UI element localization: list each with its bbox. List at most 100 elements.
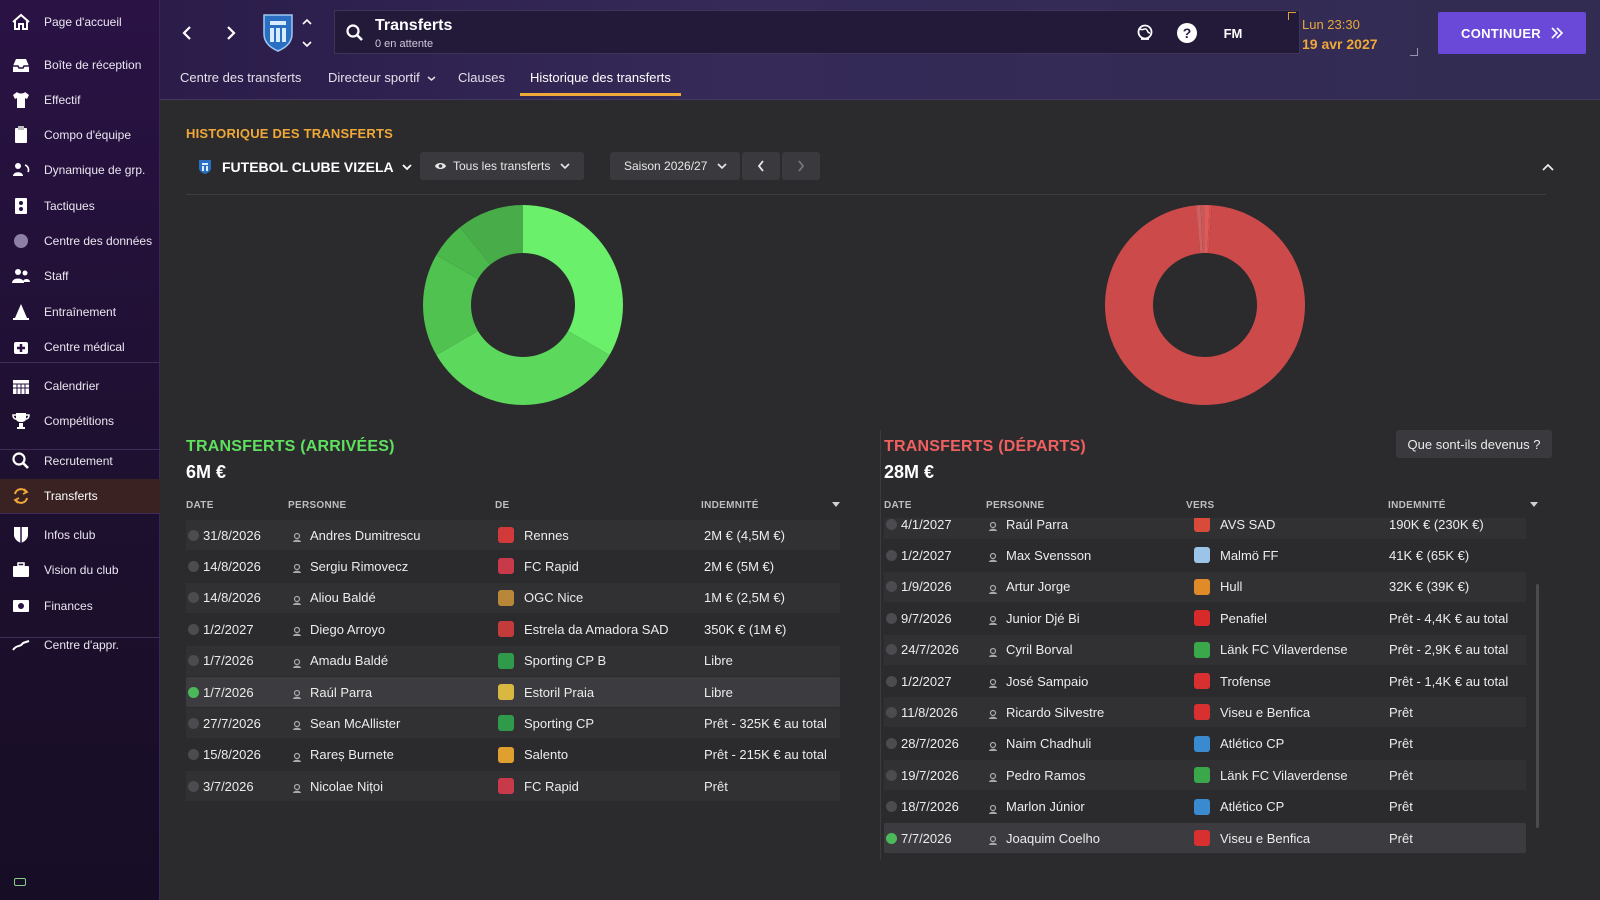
person-cell[interactable]: Artur Jorge — [988, 572, 1070, 602]
table-row[interactable]: 11/8/2026 Ricardo Silvestre Viseu e Benfic… — [884, 697, 1526, 728]
person-name[interactable]: Rareș Burnete — [310, 747, 394, 763]
what-became-of-them-button[interactable]: Que sont-ils devenus ? — [1396, 430, 1552, 458]
table-row[interactable]: 1/2/2027 Diego Arroyo Estrela da Amadora S… — [186, 614, 840, 645]
person-cell[interactable]: Andres Dumitrescu — [292, 520, 421, 550]
person-cell[interactable]: Pedro Ramos — [988, 760, 1085, 790]
club-name[interactable]: Länk FC Vilaverdense — [1220, 642, 1348, 658]
person-name[interactable]: Ricardo Silvestre — [1006, 704, 1105, 720]
person-cell[interactable]: Ricardo Silvestre — [988, 697, 1104, 727]
transfer-filter-dropdown[interactable]: Tous les transferts — [420, 152, 584, 180]
person-cell[interactable]: Sean McAllister — [292, 708, 400, 738]
club-name[interactable]: FC Rapid — [524, 558, 579, 574]
column-header-fee[interactable]: INDEMNITÉ — [1388, 500, 1446, 511]
person-cell[interactable]: Cyril Borval — [988, 635, 1072, 665]
sidebar-item-recrutement[interactable]: Recrutement — [0, 444, 160, 478]
person-cell[interactable]: Rareș Burnete — [292, 740, 394, 770]
table-row[interactable]: 1/7/2026 Raúl Parra Estoril Praia Libre — [186, 677, 840, 707]
club-cell[interactable]: FC Rapid — [498, 771, 579, 801]
previous-season-button[interactable] — [742, 152, 780, 180]
club-name[interactable]: AVS SAD — [1220, 516, 1276, 532]
club-cell[interactable]: Länk FC Vilaverdense — [1194, 635, 1348, 665]
arrivals-slice[interactable] — [436, 227, 491, 279]
departures-slice[interactable] — [1105, 205, 1305, 405]
date-box[interactable]: Lun 23:30 19 avr 2027 — [1288, 12, 1418, 56]
sidebar-item-page-d-accueil[interactable]: Page d'accueil — [0, 5, 160, 39]
person-name[interactable]: Nicolae Nițoi — [310, 778, 383, 794]
sidebar-item-transferts[interactable]: Transferts — [0, 479, 160, 513]
sidebar-item-dynamique-de-grp[interactable]: Dynamique de grp. — [0, 153, 160, 187]
fm-button[interactable]: FM — [1218, 20, 1248, 46]
table-row[interactable]: 14/8/2026 Sergiu Rimovecz FC Rapid 2M € (5M… — [186, 551, 840, 582]
person-cell[interactable]: Raúl Parra — [292, 677, 372, 707]
back-button[interactable] — [174, 20, 200, 46]
club-name[interactable]: Atlético CP — [1220, 736, 1285, 752]
column-header-person[interactable]: PERSONNE — [986, 500, 1045, 511]
person-name[interactable]: Amadu Baldé — [310, 653, 389, 669]
person-name[interactable]: Raúl Parra — [1006, 516, 1069, 532]
table-row[interactable]: 1/9/2026 Artur Jorge Hull 32K € (39K €) — [884, 571, 1526, 602]
person-cell[interactable]: Junior Djé Bi — [988, 603, 1080, 633]
person-cell[interactable]: Sergiu Rimovecz — [292, 551, 408, 581]
sidebar-item-compo-d-équipe[interactable]: Compo d'équipe — [0, 118, 160, 152]
club-cell[interactable]: Länk FC Vilaverdense — [1194, 760, 1348, 790]
table-row[interactable]: 4/1/2027 Raúl Parra AVS SAD 190K € (230K €) — [884, 516, 1526, 539]
sidebar-item-effectif[interactable]: Effectif — [0, 83, 160, 117]
sidebar-item-boîte-de-réception[interactable]: Boîte de réception — [0, 48, 160, 82]
person-cell[interactable]: Raúl Parra — [988, 516, 1069, 539]
person-name[interactable]: Andres Dumitrescu — [310, 527, 421, 543]
person-name[interactable]: Pedro Ramos — [1006, 767, 1086, 783]
club-cell[interactable]: Sporting CP B — [498, 646, 606, 676]
club-cell[interactable]: Hull — [1194, 572, 1242, 602]
person-name[interactable]: José Sampaio — [1006, 673, 1089, 689]
club-cell[interactable]: Rennes — [498, 520, 569, 550]
departures-slice[interactable] — [1205, 205, 1210, 254]
person-name[interactable]: Sean McAllister — [310, 715, 401, 731]
club-switcher[interactable] — [300, 18, 314, 48]
person-cell[interactable]: Aliou Baldé — [292, 583, 376, 613]
club-name[interactable]: Estoril Praia — [524, 684, 595, 700]
club-name[interactable]: Estrela da Amadora SAD — [524, 621, 669, 637]
person-cell[interactable]: Max Svensson — [988, 540, 1091, 570]
person-name[interactable]: Raúl Parra — [310, 684, 373, 700]
arrivals-slice[interactable] — [460, 205, 523, 265]
club-name[interactable]: Trofense — [1220, 673, 1271, 689]
arrivals-donut-chart[interactable] — [418, 200, 628, 410]
departures-slice[interactable] — [1207, 205, 1212, 254]
club-name[interactable]: Länk FC Vilaverdense — [1220, 767, 1348, 783]
tab-director[interactable]: Directeur sportif — [328, 70, 436, 96]
table-row[interactable]: 28/7/2026 Naim Chadhuli Atlético CP Prêt — [884, 728, 1526, 759]
column-header-date[interactable]: DATE — [186, 500, 214, 511]
season-dropdown[interactable]: Saison 2026/27 — [610, 152, 740, 180]
status-indicator-icon[interactable] — [14, 878, 26, 886]
person-name[interactable]: Artur Jorge — [1006, 579, 1071, 595]
club-cell[interactable]: Sporting CP — [498, 708, 594, 738]
club-name[interactable]: Viseu e Benfica — [1220, 830, 1311, 846]
club-cell[interactable]: Atlético CP — [1194, 792, 1284, 822]
table-row[interactable]: 27/7/2026 Sean McAllister Sporting CP Prêt … — [186, 708, 840, 739]
club-name[interactable]: Viseu e Benfica — [1220, 704, 1311, 720]
sidebar-item-entraînement[interactable]: Entraînement — [0, 295, 160, 329]
departures-slice[interactable] — [1196, 205, 1203, 254]
club-cell[interactable]: Salento — [498, 740, 568, 770]
person-cell[interactable]: Marlon Júnior — [988, 792, 1085, 822]
club-name[interactable]: FC Rapid — [524, 778, 579, 794]
person-name[interactable]: Naim Chadhuli — [1006, 736, 1092, 752]
forward-button[interactable] — [218, 20, 244, 46]
club-name[interactable]: Hull — [1220, 579, 1243, 595]
club-cell[interactable]: Viseu e Benfica — [1194, 823, 1310, 853]
club-cell[interactable]: Malmö FF — [1194, 540, 1279, 570]
club-cell[interactable]: AVS SAD — [1194, 516, 1276, 539]
person-name[interactable]: Junior Djé Bi — [1006, 610, 1080, 626]
arrivals-slice[interactable] — [423, 255, 478, 355]
person-cell[interactable]: Amadu Baldé — [292, 646, 388, 676]
club-cell[interactable]: Atlético CP — [1194, 729, 1284, 759]
departures-donut-chart[interactable] — [1100, 200, 1310, 410]
table-row[interactable]: 14/8/2026 Aliou Baldé OGC Nice 1M € (2,5M €… — [186, 582, 840, 613]
column-header-from[interactable]: DE — [495, 500, 510, 511]
club-name[interactable]: Rennes — [524, 527, 569, 543]
club-cell[interactable]: OGC Nice — [498, 583, 583, 613]
sidebar-item-calendrier[interactable]: Calendrier — [0, 369, 160, 403]
table-row[interactable]: 7/7/2026 Joaquim Coelho Viseu e Benfica Prê… — [884, 823, 1526, 853]
club-selector[interactable]: FUTEBOL CLUBE VIZELA — [198, 154, 412, 180]
club-name[interactable]: Atlético CP — [1220, 799, 1285, 815]
